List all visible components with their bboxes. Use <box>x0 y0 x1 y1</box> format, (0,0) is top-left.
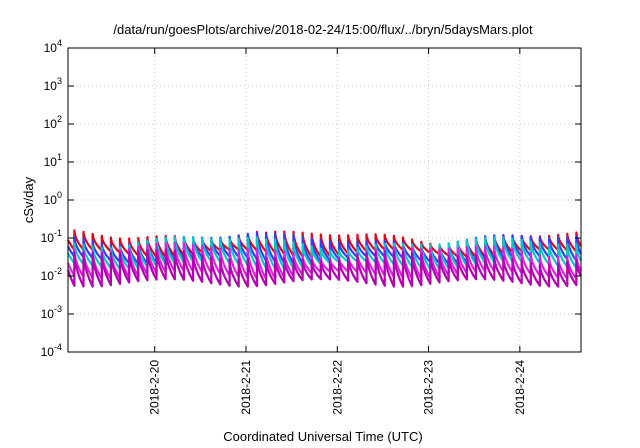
x-tick-labels: 2018-2-20 2018-2-21 2018-2-22 2018-2-23 2018… <box>148 360 527 415</box>
x-axis-label: Coordinated Universal Time (UTC) <box>223 429 422 444</box>
y-tick-label: 100 <box>44 190 62 207</box>
x-tick-label: 2018-2-22 <box>330 360 344 415</box>
series-line <box>66 236 582 270</box>
y-tick-label: 103 <box>44 76 62 93</box>
y-tick-label: 10-4 <box>41 342 62 359</box>
x-tick-label: 2018-2-21 <box>239 360 253 415</box>
series-layer <box>66 229 583 288</box>
x-tick-label: 2018-2-24 <box>513 360 527 415</box>
chart-title: /data/run/goesPlots/archive/2018-02-24/1… <box>113 22 533 37</box>
y-tick-label: 102 <box>44 114 62 131</box>
x-tick-label: 2018-2-23 <box>422 360 436 415</box>
y-tick-label: 10-1 <box>41 228 62 245</box>
x-tick-label: 2018-2-20 <box>148 360 162 415</box>
y-tick-label: 10-2 <box>41 266 62 283</box>
series-line <box>66 242 582 280</box>
grid <box>68 48 581 352</box>
y-tick-label: 104 <box>44 38 62 55</box>
y-tick-label: 10-3 <box>41 304 62 321</box>
y-tick-labels: 10-4 10-3 10-2 10-1 100 101 102 103 104 <box>41 38 62 359</box>
ticks <box>68 47 581 353</box>
y-tick-label: 101 <box>44 152 62 169</box>
y-axis-label: cSv/day <box>21 176 36 223</box>
series-line <box>66 248 583 288</box>
